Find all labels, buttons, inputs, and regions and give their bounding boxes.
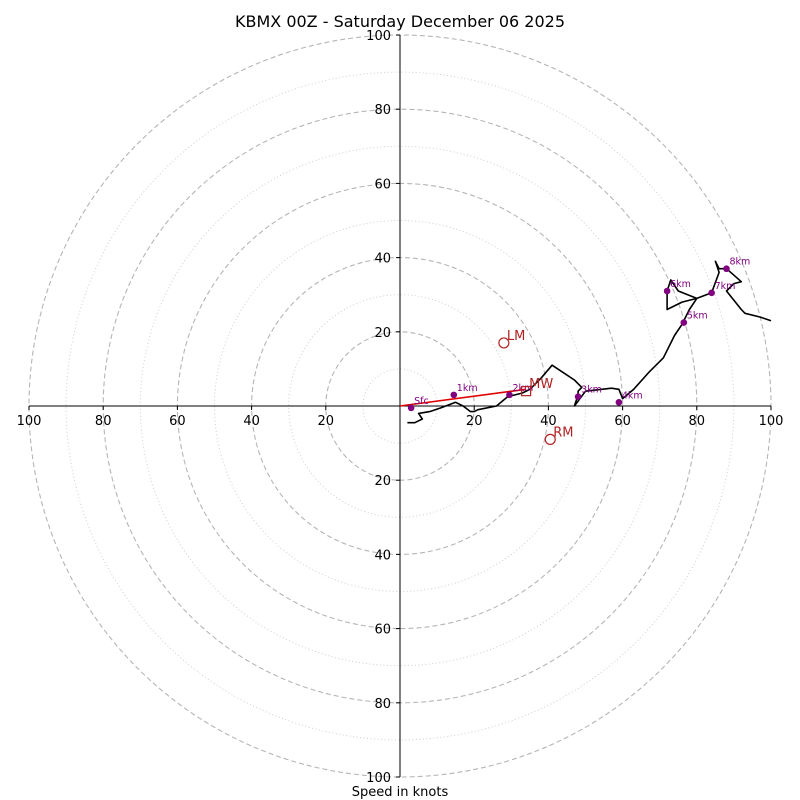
wind-trace-line (407, 260, 772, 424)
height-marker-label: 4km (622, 390, 643, 401)
tick-label-left: 40 (243, 414, 260, 429)
tick-label-right: 80 (689, 414, 706, 429)
tick-label-bottom: 60 (374, 623, 391, 638)
storm-motion-label: LM (507, 329, 525, 344)
tick-label-bottom: 40 (374, 548, 391, 563)
height-marker-label: 8km (729, 257, 750, 268)
height-marker-label: 7km (715, 281, 736, 292)
tick-label-bottom: 100 (366, 771, 391, 786)
height-marker (574, 393, 582, 401)
height-marker-label: 5km (687, 311, 708, 322)
tick-label-left: 60 (169, 414, 186, 429)
tick-label-left: 20 (318, 414, 335, 429)
storm-motion-label: MW (529, 377, 553, 392)
tick-label-top: 60 (374, 177, 391, 192)
tick-labels: 100 80 60 40 20 20 40 60 80 100 20 40 60 80 100 20 40 60 8… (17, 29, 784, 786)
shear-vector (399, 388, 527, 407)
height-marker-label: 6km (670, 279, 691, 290)
tick-label-left: 80 (95, 414, 112, 429)
tick-label-top: 80 (374, 103, 391, 118)
height-marker (506, 391, 513, 399)
tick-label-right: 100 (759, 414, 784, 429)
x-axis-label: Speed in knots (352, 785, 449, 800)
height-marker-label: 2km (512, 383, 533, 394)
height-marker (663, 287, 671, 295)
storm-motion-label: RM (553, 425, 573, 440)
height-marker (615, 398, 623, 406)
height-marker (680, 319, 688, 326)
height-marker-label: Sfc (414, 396, 429, 407)
storm-motion-marker (544, 433, 556, 445)
chart-title: KBMX 00Z - Saturday December 06 2025 (235, 12, 565, 31)
tick-label-top: 100 (366, 29, 391, 44)
height-marker (708, 289, 715, 297)
height-marker (407, 404, 415, 412)
tick-label-top: 20 (374, 326, 391, 341)
height-marker-label: 1km (457, 383, 478, 394)
storm-motion-marker (498, 337, 510, 349)
tick-label-bottom: 20 (374, 474, 391, 489)
mean-wind-marker (521, 386, 532, 397)
height-markers: Sfc 1km 2km 3km 4km 5km 6km 7km 8km (407, 257, 750, 412)
shear-vector-line (399, 388, 527, 407)
tick-label-bottom: 80 (374, 697, 391, 712)
tick-label-right: 60 (614, 414, 631, 429)
tick-label-top: 40 (374, 252, 391, 267)
height-marker-label: 3km (581, 385, 602, 396)
wind-trace (407, 260, 772, 424)
height-marker (450, 391, 458, 399)
tick-label-left: 100 (17, 414, 42, 429)
storm-motion-markers: LM RM MW (498, 329, 574, 445)
tick-label-right: 40 (540, 414, 557, 429)
tick-label-right: 20 (466, 414, 483, 429)
height-marker (723, 265, 730, 273)
